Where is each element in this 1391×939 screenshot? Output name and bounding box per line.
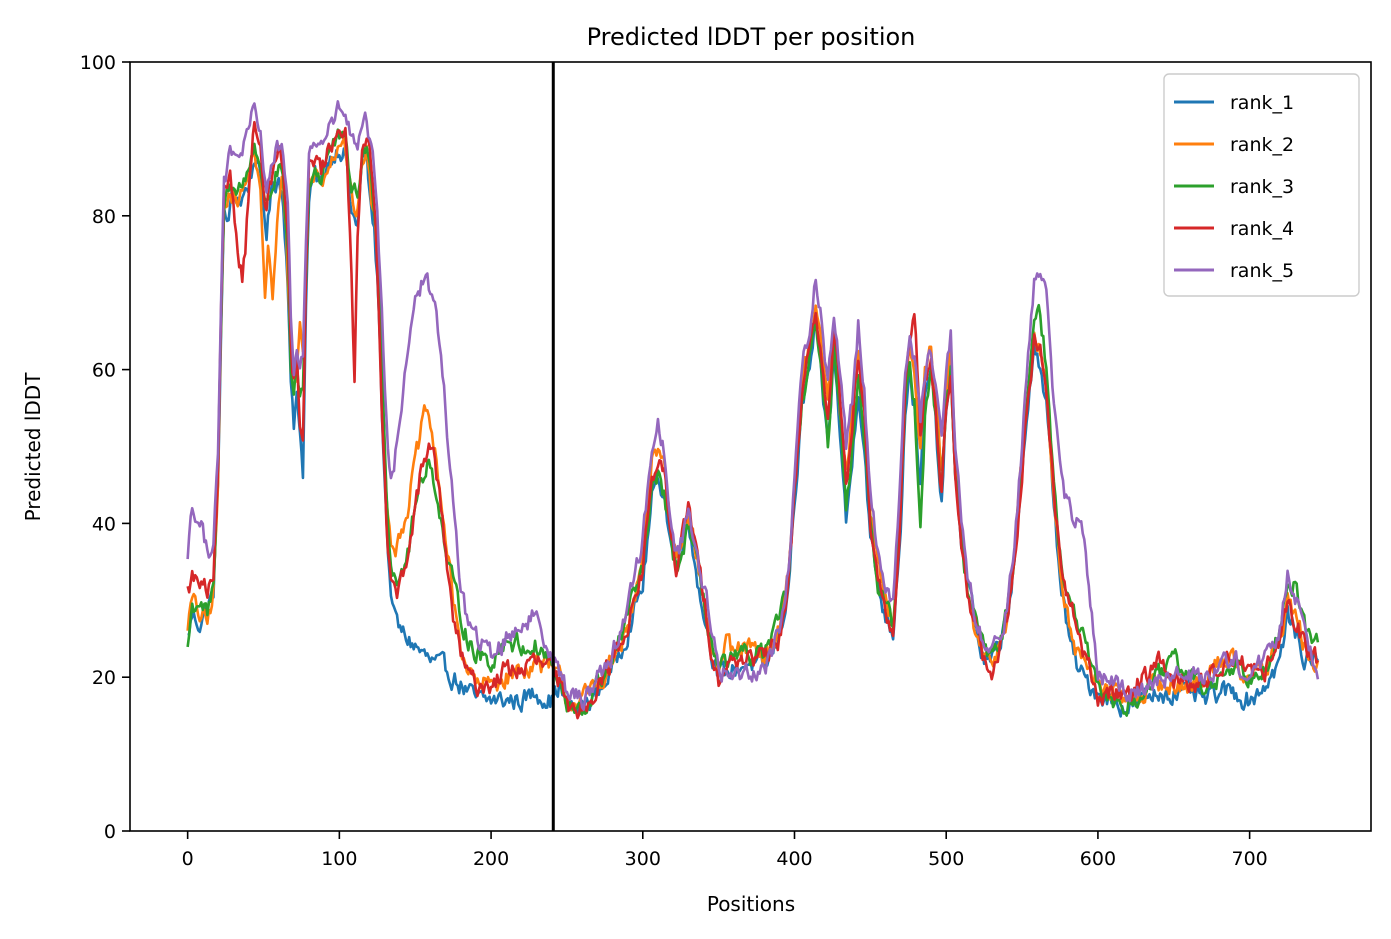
y-axis-label: Predicted lDDT: [21, 372, 45, 522]
series-lines: [186, 100, 1320, 720]
x-tick-label: 100: [321, 848, 357, 870]
legend-label-rank-2: rank_2: [1230, 134, 1294, 156]
y-tick-label: 100: [80, 52, 116, 74]
x-tick-label: 400: [776, 848, 812, 870]
y-tick-label: 60: [92, 360, 116, 382]
x-axis-ticks: 0 100 200 300 400 500 600 700: [182, 831, 1268, 870]
y-tick-label: 40: [92, 513, 116, 535]
legend-label-rank-3: rank_3: [1230, 176, 1294, 198]
plot-frame: [129, 61, 1372, 832]
legend-label-rank-1: rank_1: [1230, 92, 1294, 114]
x-tick-label: 700: [1231, 848, 1267, 870]
x-tick-label: 300: [625, 848, 661, 870]
x-axis-label: Positions: [707, 892, 795, 916]
legend-box: [1163, 73, 1360, 297]
chart-title: Predicted lDDT per position: [587, 23, 916, 51]
x-tick-label: 600: [1080, 848, 1116, 870]
y-tick-label: 80: [92, 206, 116, 228]
y-tick-label: 20: [92, 667, 116, 689]
series-line-rank-5: [186, 100, 1320, 712]
y-tick-label: 0: [104, 821, 116, 843]
x-tick-label: 0: [182, 848, 194, 870]
legend-label-rank-5: rank_5: [1230, 260, 1294, 282]
legend-label-rank-4: rank_4: [1230, 218, 1294, 240]
y-axis-ticks: 0 20 40 60 80 100: [80, 52, 130, 843]
legend: rank_1 rank_2 rank_3 rank_4 rank_5: [1163, 73, 1360, 297]
x-tick-label: 500: [928, 848, 964, 870]
x-tick-label: 200: [473, 848, 509, 870]
